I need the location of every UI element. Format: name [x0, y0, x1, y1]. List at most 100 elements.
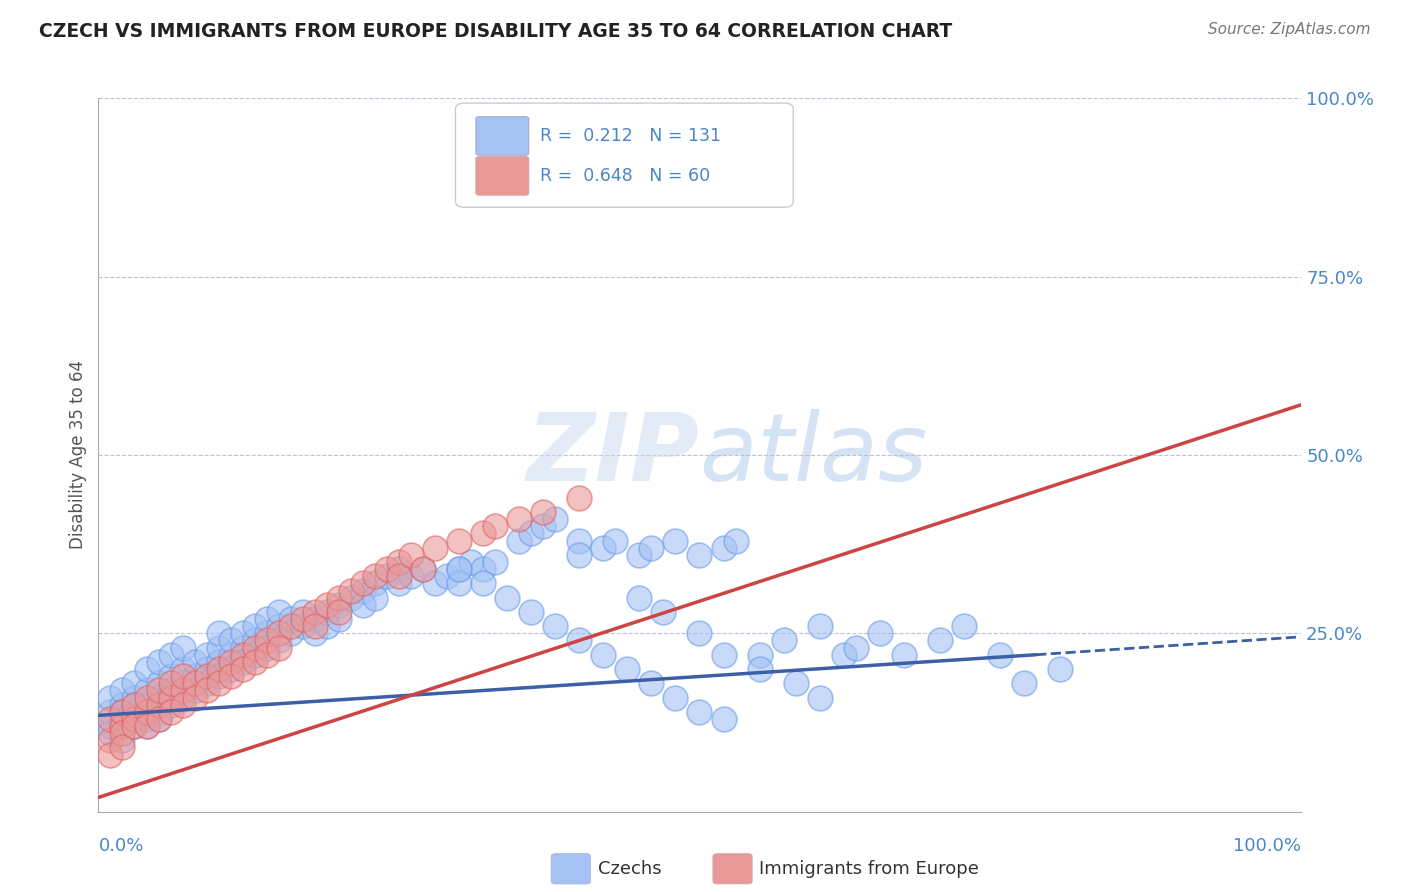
Point	[111, 740, 134, 755]
Point	[364, 591, 387, 605]
Point	[267, 605, 290, 619]
Point	[328, 591, 350, 605]
Point	[652, 605, 675, 619]
Point	[159, 705, 181, 719]
Point	[256, 640, 278, 655]
Point	[447, 562, 470, 576]
Text: R =  0.648   N = 60: R = 0.648 N = 60	[540, 167, 710, 185]
Point	[208, 626, 231, 640]
Point	[148, 698, 170, 712]
Point	[111, 726, 134, 740]
Point	[399, 548, 422, 562]
Point	[159, 698, 181, 712]
Point	[208, 640, 231, 655]
FancyBboxPatch shape	[475, 117, 529, 155]
Point	[689, 705, 711, 719]
Point	[124, 712, 146, 726]
Point	[531, 505, 554, 519]
Point	[280, 626, 302, 640]
Point	[148, 690, 170, 705]
Point	[195, 669, 218, 683]
Point	[520, 526, 543, 541]
Point	[208, 662, 231, 676]
Point	[592, 648, 614, 662]
Point	[100, 726, 122, 740]
Point	[845, 640, 868, 655]
Point	[243, 655, 266, 669]
Point	[447, 533, 470, 548]
Point	[172, 683, 194, 698]
Point	[159, 676, 181, 690]
Point	[148, 712, 170, 726]
Point	[111, 719, 134, 733]
Point	[232, 655, 254, 669]
Point	[124, 719, 146, 733]
Point	[172, 676, 194, 690]
Point	[183, 669, 205, 683]
Point	[399, 569, 422, 583]
Point	[219, 633, 242, 648]
Point	[135, 712, 157, 726]
Point	[664, 690, 686, 705]
Point	[628, 548, 651, 562]
Point	[568, 533, 591, 548]
Point	[172, 640, 194, 655]
Point	[772, 633, 794, 648]
Point	[447, 576, 470, 591]
Point	[256, 612, 278, 626]
Point	[869, 626, 891, 640]
Point	[328, 605, 350, 619]
Point	[243, 633, 266, 648]
Point	[159, 683, 181, 698]
Point	[124, 698, 146, 712]
Point	[352, 598, 374, 612]
Point	[1049, 662, 1071, 676]
Point	[605, 533, 627, 548]
Point	[111, 733, 134, 747]
Point	[496, 591, 519, 605]
Text: 100.0%: 100.0%	[1233, 837, 1301, 855]
Point	[280, 619, 302, 633]
Point	[183, 683, 205, 698]
Point	[135, 690, 157, 705]
Point	[208, 676, 231, 690]
Point	[148, 655, 170, 669]
Point	[315, 598, 337, 612]
Point	[484, 555, 506, 569]
Point	[232, 640, 254, 655]
Point	[124, 705, 146, 719]
Point	[135, 698, 157, 712]
Point	[148, 712, 170, 726]
Point	[100, 690, 122, 705]
Point	[124, 719, 146, 733]
Point	[340, 591, 363, 605]
Y-axis label: Disability Age 35 to 64: Disability Age 35 to 64	[69, 360, 87, 549]
Point	[423, 541, 446, 555]
Point	[375, 562, 398, 576]
Point	[135, 719, 157, 733]
Point	[111, 719, 134, 733]
Point	[111, 705, 134, 719]
Point	[100, 705, 122, 719]
Point	[148, 683, 170, 698]
Point	[664, 533, 686, 548]
Point	[340, 583, 363, 598]
Point	[1012, 676, 1035, 690]
Point	[124, 676, 146, 690]
Point	[183, 690, 205, 705]
Point	[100, 733, 122, 747]
Point	[135, 719, 157, 733]
Point	[148, 676, 170, 690]
Point	[748, 648, 770, 662]
Point	[472, 562, 495, 576]
Point	[100, 747, 122, 762]
FancyBboxPatch shape	[456, 103, 793, 207]
Point	[208, 655, 231, 669]
Point	[172, 669, 194, 683]
Point	[304, 619, 326, 633]
Point	[100, 719, 122, 733]
Point	[195, 662, 218, 676]
Point	[364, 576, 387, 591]
Text: ZIP: ZIP	[527, 409, 700, 501]
Point	[267, 640, 290, 655]
